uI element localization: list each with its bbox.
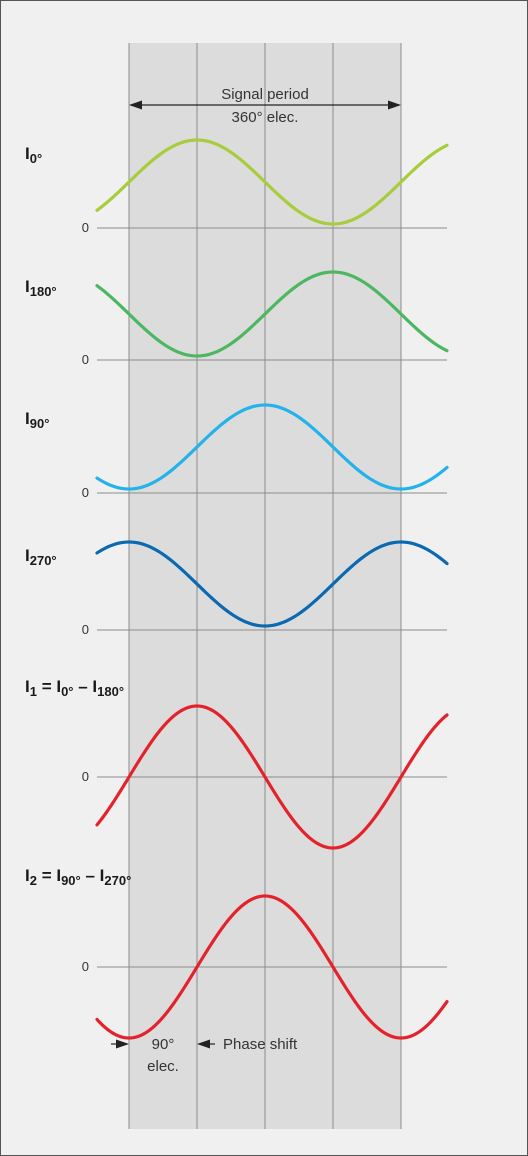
zero-label-i270: 0 xyxy=(82,622,89,637)
curve-i270 xyxy=(95,540,449,628)
curve-i2 xyxy=(95,894,449,1040)
signal-period-arrowhead-left xyxy=(129,100,142,110)
phase-shift-arrowhead-right xyxy=(197,1039,210,1049)
signal-label-i1: I1 = I0° – I180° xyxy=(25,677,124,699)
phase-shift-value: 90° xyxy=(152,1036,175,1053)
phase-shift-label: Phase shift xyxy=(223,1036,298,1053)
signal-label-i0: I0° xyxy=(25,144,42,166)
zero-label-i90: 0 xyxy=(82,485,89,500)
zero-label-i1: 0 xyxy=(82,769,89,784)
signal-label-i180: I180° xyxy=(25,277,57,299)
curve-i0 xyxy=(95,138,449,226)
signal-label-i90: I90° xyxy=(25,409,49,431)
signal-period-label: Signal period xyxy=(221,86,309,103)
signal-label-i270: I270° xyxy=(25,546,57,568)
zero-label-i0: 0 xyxy=(82,220,89,235)
curve-i1 xyxy=(95,704,449,850)
curve-i180 xyxy=(95,270,449,358)
curve-i90 xyxy=(95,403,449,491)
zero-label-i2: 0 xyxy=(82,959,89,974)
phase-shift-unit: elec. xyxy=(147,1058,179,1075)
zero-label-i180: 0 xyxy=(82,352,89,367)
signal-label-i2: I2 = I90° – I270° xyxy=(25,866,131,888)
signal-period-degrees-label: 360° elec. xyxy=(232,109,299,126)
signal-period-arrowhead-right xyxy=(388,100,401,110)
phase-shift-arrowhead-left xyxy=(116,1039,129,1049)
